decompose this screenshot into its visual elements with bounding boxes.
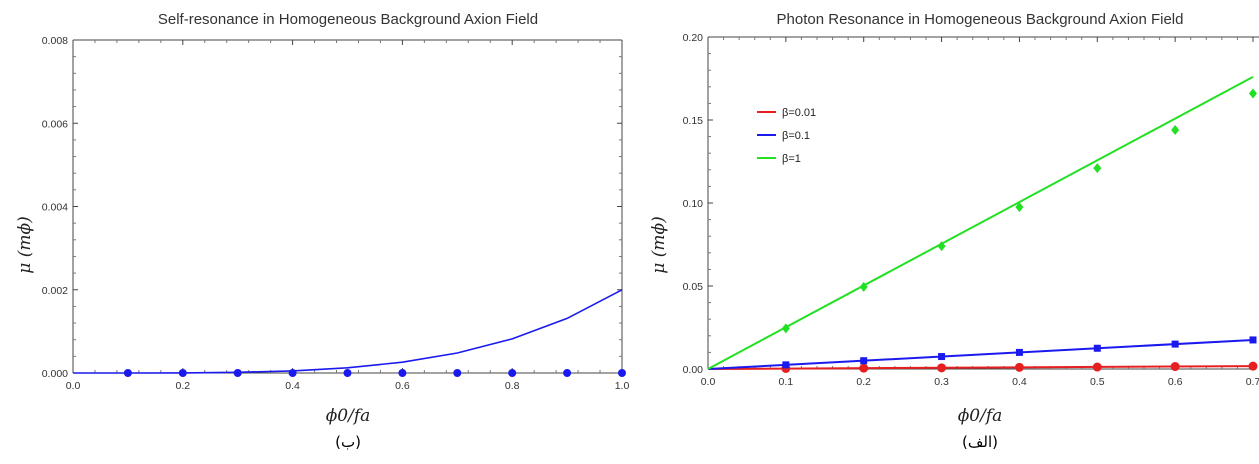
left-ytick-label: 0.008 — [42, 35, 68, 47]
left-ytick-label: 0.000 — [42, 368, 68, 380]
left-data-point — [233, 369, 242, 377]
right-fit-line-2 — [707, 75, 1254, 370]
legend-label-1: β=0.1 — [782, 130, 810, 142]
left-ylabel: μ (mϕ) — [15, 216, 35, 273]
right-ytick-label: 0.00 — [683, 364, 704, 376]
right-xtick-label: 0.7 — [1246, 376, 1259, 388]
right-point-2 — [937, 241, 946, 252]
right-point-1 — [782, 361, 790, 369]
right-point-2 — [1093, 163, 1102, 174]
left-ytick-label: 0.004 — [42, 202, 68, 214]
right-point-1 — [938, 353, 946, 361]
right-ytick-label: 0.10 — [683, 198, 704, 210]
left-xtick-label: 0.6 — [395, 380, 410, 392]
left-data-point — [398, 369, 407, 377]
right-point-1 — [1093, 344, 1101, 352]
right-point-0 — [859, 363, 869, 373]
left-data-point — [453, 369, 462, 377]
left-plot-area: 0.0 0.2 0.4 0.6 0.8 1.0 0.000 0.002 0.004 0.006 0.… — [42, 35, 630, 392]
right-xtick-label: 0.1 — [779, 376, 794, 388]
left-xtick-label: 0.0 — [66, 380, 81, 392]
right-xtick-label: 0.0 — [701, 376, 716, 388]
right-ylabel: μ (mϕ) — [649, 216, 669, 273]
right-point-0 — [1170, 362, 1180, 372]
left-ytick-label: 0.002 — [42, 285, 68, 297]
right-caption: (الف) — [962, 433, 998, 451]
left-data-point — [288, 369, 297, 377]
right-point-0 — [1248, 361, 1258, 371]
left-xlabel: ϕ0/fa — [326, 406, 371, 426]
right-xtick-label: 0.5 — [1090, 376, 1105, 388]
right-point-2 — [781, 323, 790, 334]
left-xtick-label: 1.0 — [615, 380, 630, 392]
right-ytick-label: 0.15 — [683, 115, 704, 127]
right-point-2 — [1171, 124, 1180, 135]
right-xtick-label: 0.3 — [934, 376, 949, 388]
right-xlabel: ϕ0/fa — [958, 406, 1003, 426]
right-point-1 — [1249, 336, 1257, 344]
right-point-0 — [1092, 362, 1102, 372]
right-xtick-label: 0.2 — [856, 376, 871, 388]
legend-label-2: β=1 — [782, 153, 801, 165]
right-plot-area: 0.0 0.1 0.2 0.3 0.4 0.5 0.6 0.7 0.00 0.05 0.10 0.15… — [683, 32, 1259, 388]
legend-label-0: β=0.01 — [782, 107, 816, 119]
left-xtick-label: 0.2 — [175, 380, 190, 392]
right-title: Photon Resonance in Homogeneous Backgrou… — [777, 11, 1184, 28]
left-data-point — [123, 369, 132, 377]
right-point-2 — [1249, 88, 1257, 99]
left-fit-line — [73, 289, 623, 374]
left-title: Self-resonance in Homogeneous Background… — [158, 11, 538, 28]
right-xtick-label: 0.6 — [1168, 376, 1183, 388]
left-xtick-label: 0.4 — [285, 380, 300, 392]
right-fit-line-0 — [707, 365, 1254, 370]
right-fit-line-1 — [707, 338, 1254, 370]
right-point-2 — [859, 281, 868, 292]
left-data-point — [343, 369, 352, 377]
right-point-0 — [1014, 362, 1024, 372]
right-ytick-label: 0.05 — [683, 281, 704, 293]
right-ytick-label: 0.20 — [683, 32, 704, 44]
right-point-1 — [1171, 340, 1179, 348]
right-point-0 — [937, 363, 947, 373]
left-xtick-label: 0.8 — [505, 380, 520, 392]
left-ytick-label: 0.006 — [42, 118, 68, 130]
left-data-point — [508, 369, 517, 377]
right-point-1 — [1015, 348, 1023, 356]
right-point-2 — [1015, 202, 1024, 213]
left-caption: (ب) — [335, 433, 361, 451]
right-point-1 — [860, 357, 868, 365]
left-data-point — [563, 369, 572, 377]
left-data-point — [178, 369, 187, 377]
left-data-point — [618, 369, 626, 377]
right-xtick-label: 0.4 — [1012, 376, 1027, 388]
